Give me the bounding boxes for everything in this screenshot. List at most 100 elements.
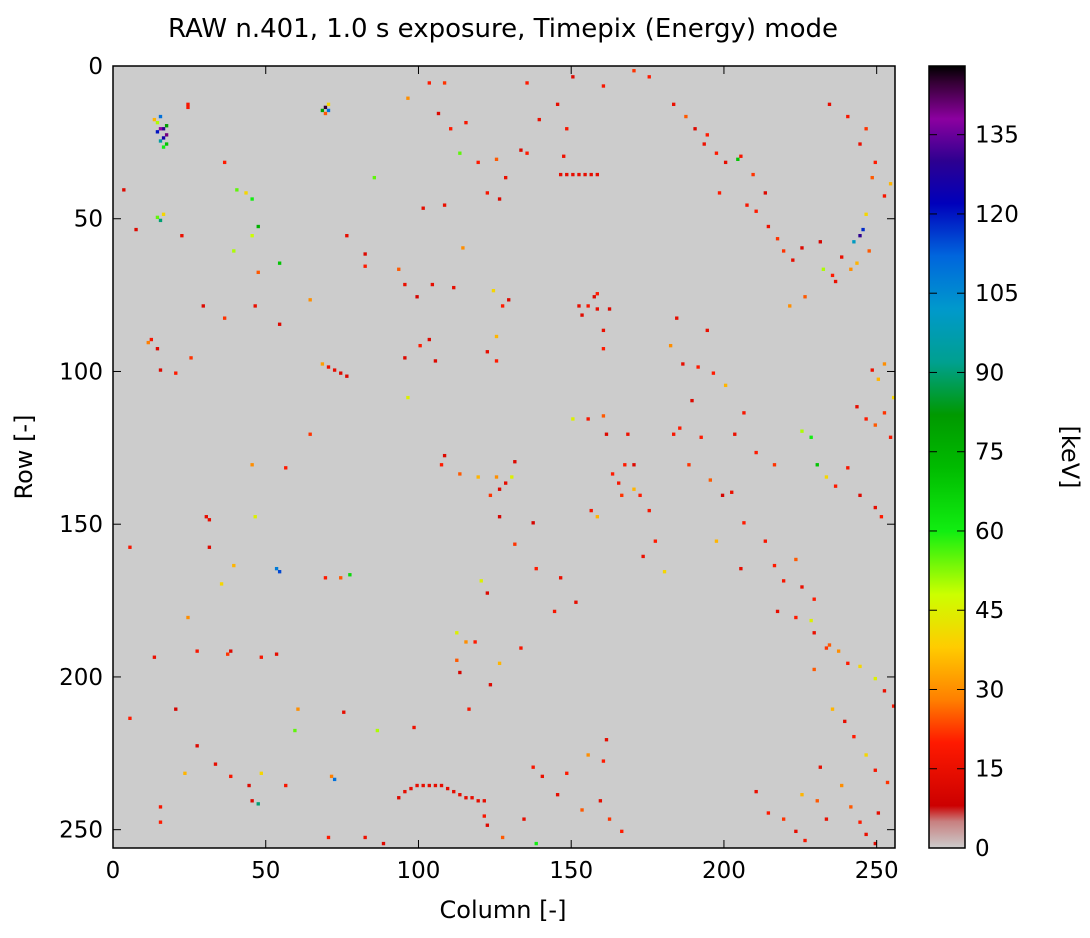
colorbar-tick-label: 120 — [975, 202, 1019, 228]
hit-pixel — [610, 472, 615, 476]
hit-pixel — [662, 570, 667, 574]
hit-pixel — [638, 493, 642, 498]
hit-pixel — [882, 689, 887, 693]
hit-pixel — [690, 398, 694, 403]
hit-pixel — [855, 405, 859, 409]
hit-pixel — [818, 765, 822, 769]
colorbar-label: [keV] — [1056, 426, 1084, 489]
hit-pixel — [522, 817, 526, 821]
hit-pixel — [800, 246, 804, 250]
hit-pixel — [345, 234, 349, 238]
colorbar-tick-label: 60 — [975, 519, 1004, 545]
hit-pixel — [736, 157, 740, 161]
hit-pixel — [174, 707, 178, 711]
hit-pixel — [421, 783, 425, 788]
hit-pixel — [381, 841, 386, 846]
hit-pixel — [427, 81, 431, 85]
hit-pixel — [488, 493, 493, 498]
hit-pixel — [494, 475, 499, 479]
hit-pixel — [403, 789, 407, 794]
hit-pixel — [601, 347, 606, 351]
y-tick-label: 0 — [88, 54, 103, 80]
hit-pixel — [485, 823, 490, 827]
hit-pixel — [586, 304, 590, 308]
hit-pixel — [766, 811, 771, 815]
hit-pixel — [164, 142, 169, 146]
hit-pixel — [830, 707, 835, 711]
hit-pixel — [852, 240, 856, 244]
hit-pixel — [571, 75, 575, 79]
hit-pixel — [497, 661, 502, 666]
hit-pixel — [134, 227, 138, 232]
hit-pixel — [161, 136, 166, 140]
hit-pixel — [586, 417, 590, 421]
hit-pixel — [464, 120, 468, 125]
hit-pixel — [672, 432, 676, 436]
hit-pixel — [601, 759, 606, 763]
colorbar-tick-label: 30 — [975, 677, 1004, 703]
hit-pixel — [442, 203, 447, 207]
hit-pixel — [513, 542, 517, 546]
hit-pixel — [702, 142, 706, 146]
hit-pixel — [818, 240, 822, 244]
hit-pixel — [843, 719, 847, 724]
hit-pixel — [849, 267, 853, 271]
hit-pixel — [293, 728, 297, 733]
hit-pixel — [186, 105, 190, 110]
hit-pixel — [678, 426, 682, 430]
hit-pixel — [772, 463, 777, 467]
hit-pixel — [494, 359, 499, 363]
hit-pixel — [180, 234, 184, 238]
hit-pixel — [473, 640, 477, 644]
hit-pixel — [861, 227, 865, 232]
hit-pixel — [296, 707, 300, 711]
hit-pixel — [418, 343, 422, 348]
hit-pixel — [617, 481, 621, 485]
x-tick-label: 100 — [397, 858, 441, 884]
y-axis-ticks: 0 50 100 150 200 250 — [59, 54, 895, 844]
hit-pixel — [476, 475, 480, 479]
hit-pixel — [708, 478, 713, 482]
hit-pixel — [577, 304, 581, 308]
hit-pixel — [497, 487, 502, 491]
hit-pixel — [152, 117, 157, 122]
hit-pixel — [565, 127, 569, 131]
hit-pixel — [323, 111, 328, 116]
hit-pixel — [781, 579, 786, 583]
hit-pixel — [812, 631, 816, 635]
hit-pixel — [705, 133, 709, 137]
hit-pixel — [158, 218, 163, 223]
hit-pixel — [183, 771, 187, 775]
hit-pixel — [323, 105, 328, 110]
hit-pixel — [574, 600, 578, 604]
hit-pixel — [885, 780, 890, 785]
hit-pixel — [882, 362, 887, 366]
colorbar-tick-label: 105 — [975, 281, 1019, 307]
hit-pixel — [412, 725, 416, 730]
hit-pixel — [653, 539, 658, 543]
hit-pixel — [452, 285, 456, 290]
hit-pixel — [274, 652, 279, 656]
hit-pixel — [742, 521, 746, 525]
x-axis-label: Column [-] — [440, 896, 567, 924]
hit-pixel — [623, 463, 627, 467]
hit-pixel — [565, 771, 569, 775]
hit-pixel — [308, 298, 312, 302]
hit-pixel — [598, 799, 603, 803]
hit-pixel — [558, 576, 563, 580]
hit-pixel — [339, 371, 343, 375]
hit-pixel — [458, 151, 462, 155]
hit-pixel — [812, 597, 816, 601]
hit-pixel — [439, 463, 444, 467]
hit-pixel — [449, 127, 453, 131]
hit-pixel — [497, 515, 502, 519]
hit-pixel — [326, 365, 331, 369]
hit-pixel — [858, 664, 862, 669]
hit-pixel — [155, 130, 160, 134]
hit-pixel — [470, 796, 474, 800]
hit-pixel — [339, 576, 343, 580]
hit-pixel — [186, 615, 190, 620]
hit-pixel — [858, 493, 862, 498]
hit-pixel — [723, 160, 728, 165]
hit-pixel — [821, 267, 826, 271]
